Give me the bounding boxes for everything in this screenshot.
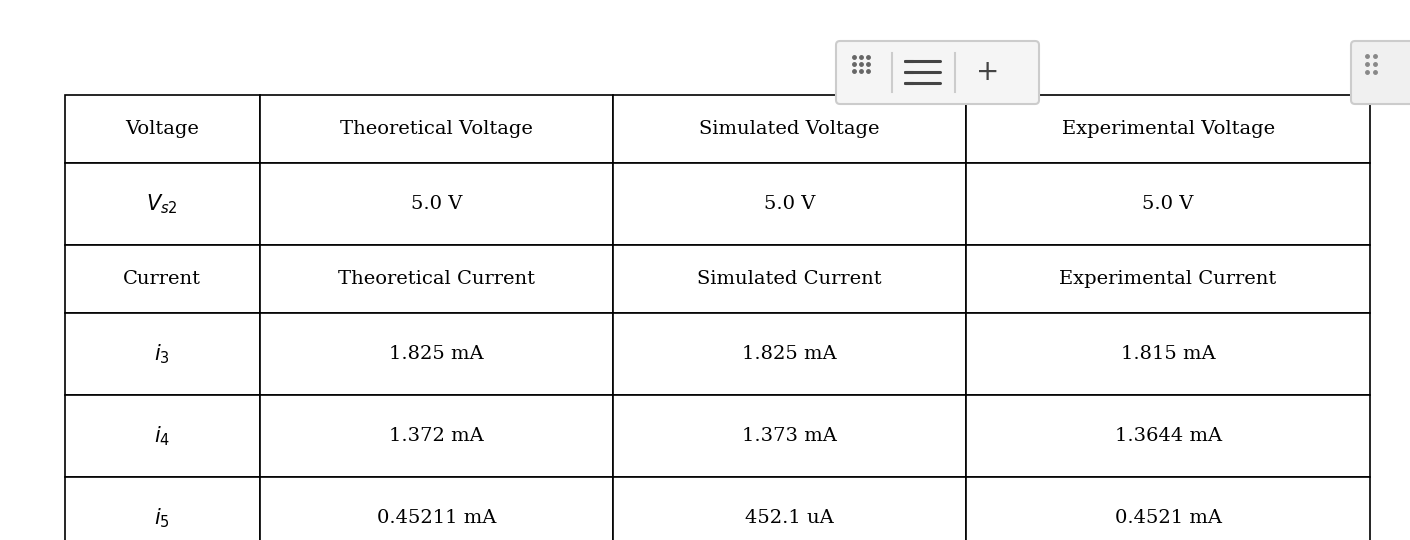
Text: Voltage: Voltage [125, 120, 199, 138]
Text: 1.825 mA: 1.825 mA [742, 345, 838, 363]
Bar [65, 395, 259, 477]
Text: 1.3644 mA: 1.3644 mA [1114, 427, 1221, 445]
Text: Theoretical Current: Theoretical Current [338, 270, 534, 288]
Bar [259, 245, 613, 313]
Bar [613, 245, 966, 313]
FancyBboxPatch shape [1351, 41, 1410, 104]
Bar [966, 95, 1371, 163]
Bar [966, 245, 1371, 313]
Bar [613, 313, 966, 395]
Text: 5.0 V: 5.0 V [1142, 195, 1194, 213]
Bar [259, 477, 613, 540]
Text: 1.373 mA: 1.373 mA [742, 427, 838, 445]
Bar [65, 477, 259, 540]
FancyBboxPatch shape [836, 41, 1039, 104]
Bar [65, 313, 259, 395]
Bar [613, 477, 966, 540]
Bar [259, 163, 613, 245]
Text: 1.825 mA: 1.825 mA [389, 345, 484, 363]
Text: Current: Current [123, 270, 202, 288]
Bar [966, 313, 1371, 395]
Text: Theoretical Voltage: Theoretical Voltage [340, 120, 533, 138]
Text: $V_{s2}$: $V_{s2}$ [147, 192, 178, 216]
Bar [613, 163, 966, 245]
Bar [966, 395, 1371, 477]
Bar [613, 395, 966, 477]
Bar [65, 95, 259, 163]
Text: 0.45211 mA: 0.45211 mA [376, 509, 496, 527]
Text: +: + [976, 58, 1000, 86]
Text: 452.1 uA: 452.1 uA [746, 509, 833, 527]
Text: Simulated Current: Simulated Current [698, 270, 881, 288]
Bar [259, 313, 613, 395]
Text: 5.0 V: 5.0 V [410, 195, 462, 213]
Bar [966, 477, 1371, 540]
Text: 1.815 mA: 1.815 mA [1121, 345, 1215, 363]
Bar [966, 163, 1371, 245]
Text: $i_{3}$: $i_{3}$ [155, 342, 171, 366]
Text: 5.0 V: 5.0 V [764, 195, 815, 213]
Text: Experimental Voltage: Experimental Voltage [1062, 120, 1275, 138]
Text: 0.4521 mA: 0.4521 mA [1115, 509, 1221, 527]
Text: Simulated Voltage: Simulated Voltage [699, 120, 880, 138]
Text: Experimental Current: Experimental Current [1059, 270, 1276, 288]
Bar [613, 95, 966, 163]
Bar [259, 95, 613, 163]
Text: $i_{4}$: $i_{4}$ [154, 424, 171, 448]
Bar [65, 245, 259, 313]
Text: $i_{5}$: $i_{5}$ [155, 506, 171, 530]
Bar [65, 163, 259, 245]
Bar [259, 395, 613, 477]
Text: 1.372 mA: 1.372 mA [389, 427, 484, 445]
